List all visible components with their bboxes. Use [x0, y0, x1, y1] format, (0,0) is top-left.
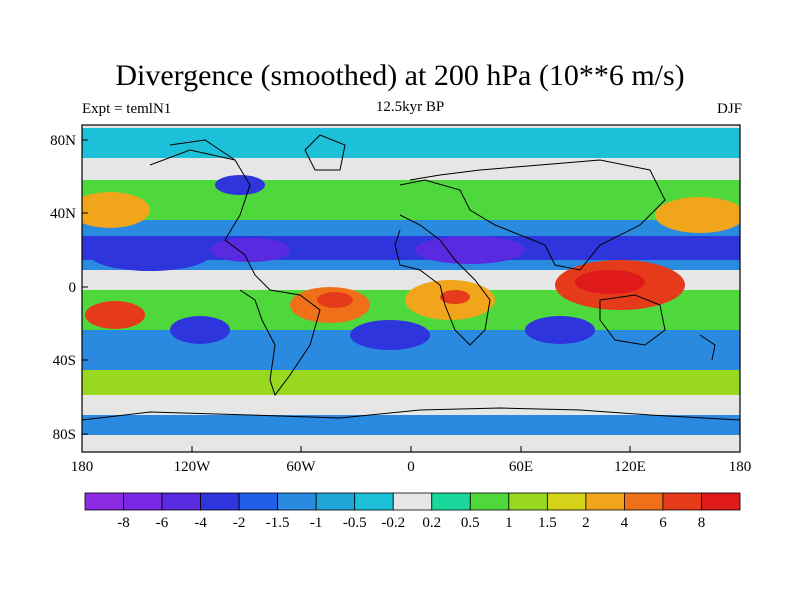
colorbar-swatch: [546, 492, 587, 511]
season-label: DJF: [716, 101, 742, 117]
lon-label-60e: 60E: [509, 459, 533, 475]
divergence-field: [82, 125, 740, 452]
colorbar-label: 1: [505, 515, 513, 531]
plot-title: Divergence (smoothed) at 200 hPa (10**6 …: [115, 59, 685, 92]
colorbar-swatch: [315, 492, 356, 511]
colorbar-label: 6: [659, 515, 667, 531]
colorbar-swatch: [200, 492, 240, 511]
axis-ticks: [81, 139, 741, 452]
colorbar-swatch: [701, 492, 741, 511]
colorbar-swatch: [469, 492, 510, 511]
colorbar-label: -0.5: [343, 515, 367, 531]
colorbar-swatch: [431, 492, 471, 511]
colorbar-swatch: [354, 492, 394, 511]
lat-label-40s: 40S: [53, 353, 76, 369]
colorbar-swatch: [238, 492, 279, 511]
lon-label-120e: 120E: [614, 459, 646, 475]
colorbar-label: -6: [156, 515, 169, 531]
lon-label-120w: 120W: [174, 459, 212, 475]
colorbar-label: -8: [117, 515, 130, 531]
colorbar-label: 0.5: [461, 515, 480, 531]
lat-label-40n: 40N: [50, 206, 76, 222]
colorbar-label: 0.2: [422, 515, 441, 531]
colorbar-label: -1: [310, 515, 323, 531]
lat-label-80s: 80S: [53, 427, 76, 443]
experiment-label: Expt = temlN1: [82, 101, 172, 117]
colorbar-swatch: [392, 492, 433, 511]
lon-label-180e: 180: [729, 459, 752, 475]
lon-label-60w: 60W: [286, 459, 316, 475]
coastlines: [82, 134, 740, 421]
colorbar-label: -2: [233, 515, 246, 531]
colorbar-label: 4: [621, 515, 629, 531]
colorbar-label: 2: [582, 515, 590, 531]
colorbar-labels: -8 -6 -4 -2 -1.5 -1 -0.5 -0.2 0.2 0.5 1 1.5 2 4 6 8: [117, 515, 705, 531]
colorbar-swatch: [624, 492, 664, 511]
lat-label-eq: 0: [69, 280, 77, 296]
colorbar-swatch: [161, 492, 201, 511]
colorbar-label: 1.5: [538, 515, 557, 531]
colorbar-label: -4: [194, 515, 207, 531]
lon-label-180w: 180: [71, 459, 94, 475]
colorbar: [84, 492, 741, 511]
colorbar-swatch: [123, 492, 163, 511]
colorbar-swatch: [277, 492, 317, 511]
period-label: 12.5kyr BP: [375, 99, 445, 115]
colorbar-swatch: [84, 492, 124, 511]
colorbar-label: -0.2: [381, 515, 405, 531]
colorbar-swatch: [662, 492, 702, 511]
colorbar-label: -1.5: [266, 515, 290, 531]
colorbar-swatch: [508, 492, 548, 511]
colorbar-label: 8: [698, 515, 706, 531]
colorbar-swatch: [585, 492, 625, 511]
lat-label-80n: 80N: [50, 133, 76, 149]
lon-label-0: 0: [407, 459, 415, 475]
